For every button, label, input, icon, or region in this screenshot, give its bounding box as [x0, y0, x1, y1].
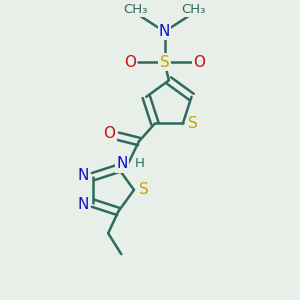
Text: O: O — [193, 55, 205, 70]
Text: CH₃: CH₃ — [123, 3, 148, 16]
Text: H: H — [135, 157, 145, 170]
Text: O: O — [103, 126, 115, 141]
Text: N: N — [77, 197, 88, 212]
Text: S: S — [160, 55, 170, 70]
Text: N: N — [159, 24, 170, 39]
Text: S: S — [188, 116, 198, 131]
Text: N: N — [77, 168, 88, 183]
Text: O: O — [124, 55, 136, 70]
Text: S: S — [139, 182, 149, 197]
Text: N: N — [117, 156, 128, 171]
Text: CH₃: CH₃ — [182, 3, 206, 16]
